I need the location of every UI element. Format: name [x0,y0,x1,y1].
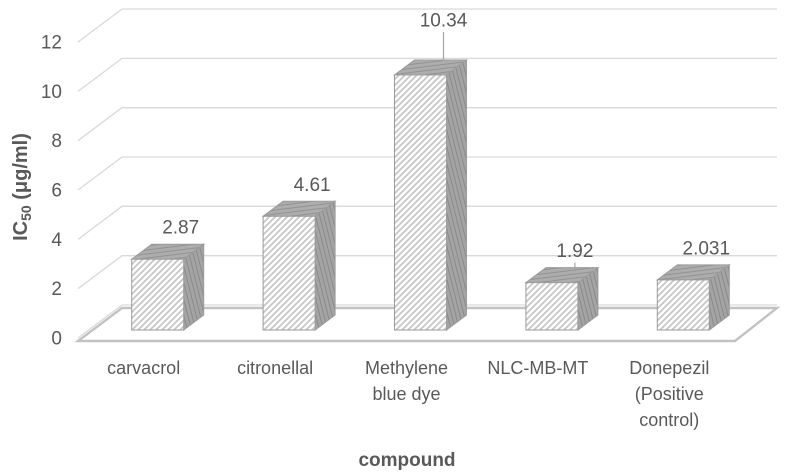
x-tick-label-line: carvacrol [107,358,180,378]
y-tick-label: 12 [41,33,62,54]
bar-side-face [314,200,336,331]
grid-line [77,8,777,43]
bar-front-face [525,282,579,331]
y-axis-title: IC50 (μg/ml) [10,133,34,241]
bar-nlc-mb-mt [524,266,600,331]
bar-carvacrol [130,243,206,331]
x-tick-label: citronellal [237,358,313,378]
bar-side-face [183,243,205,331]
bar-citronellal [261,200,337,331]
x-tick-label-line: Donepezil [629,358,709,378]
data-label: 2.031 [683,238,731,259]
bar-front-face [656,279,710,331]
x-tick-label: NLC-MB-MT [487,358,588,378]
bar-front-face [262,215,316,331]
bar-side-face [446,58,467,331]
x-tick-label-line: (Positive [635,384,704,404]
y-tick-label: 2 [51,279,62,300]
grid-line [77,107,777,142]
bar-methylene-blue-dye [393,58,468,331]
y-tick-label: 10 [41,82,62,103]
x-tick-label: Donepezil (Positive control) [629,358,709,430]
grid-line [77,156,777,191]
data-label: 4.61 [294,175,331,196]
x-tick-label: Methylene blue dye [365,358,448,404]
x-tick-label-line: control) [639,410,699,430]
x-tick-label-line: Methylene [365,358,448,378]
data-label: 1.92 [556,241,593,262]
bar-front-face [131,258,185,331]
data-labels-group: 2.87 4.61 10.34 1.92 2.031 [162,10,731,269]
y-axis-labels-group: 0 2 4 6 8 10 12 [41,33,63,350]
grid-line [77,57,777,92]
x-axis-title: compound [358,450,455,471]
y-axis-title-subscript: 50 [18,205,34,221]
chart-floor [74,306,781,343]
bars-group [130,58,731,331]
gridlines-group [77,8,777,339]
data-label: 10.34 [420,10,468,31]
x-axis-labels-group: carvacrol citronellal Methylene blue dye NLC… [107,358,709,430]
y-tick-label: 0 [51,329,62,350]
y-axis-title-units: (μg/ml) [10,133,32,205]
data-label: 2.87 [162,218,199,239]
x-tick-label-line: blue dye [372,384,440,404]
y-tick-label: 8 [51,131,62,152]
grid-line [77,255,777,290]
x-tick-label: carvacrol [107,358,180,378]
bar-front-face [394,74,447,331]
y-tick-label: 6 [51,181,62,202]
x-tick-label-line: citronellal [237,358,313,378]
y-tick-label: 4 [51,230,62,251]
bar-donepezil-positive-control- [655,263,731,331]
x-tick-label-line: NLC-MB-MT [487,358,588,378]
y-axis-title-base: IC [10,221,32,241]
grid-line [77,205,777,240]
